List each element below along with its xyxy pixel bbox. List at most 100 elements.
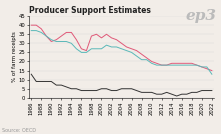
Australia bbox=[50, 81, 53, 82]
OECD bbox=[70, 42, 73, 44]
European Union bbox=[50, 41, 53, 42]
Y-axis label: % of farm receipts: % of farm receipts bbox=[12, 32, 17, 82]
Text: ep3: ep3 bbox=[186, 9, 217, 23]
OECD bbox=[206, 66, 208, 68]
European Union bbox=[145, 57, 148, 59]
European Union bbox=[150, 61, 153, 62]
Australia bbox=[115, 90, 118, 91]
Australia bbox=[170, 93, 173, 95]
OECD bbox=[180, 64, 183, 66]
Line: OECD: OECD bbox=[31, 31, 212, 74]
Australia bbox=[130, 88, 133, 90]
European Union bbox=[211, 70, 213, 71]
Australia bbox=[95, 90, 98, 91]
Australia bbox=[75, 88, 78, 90]
OECD bbox=[85, 52, 88, 53]
Australia bbox=[180, 93, 183, 95]
European Union bbox=[80, 48, 83, 50]
OECD bbox=[65, 41, 68, 42]
European Union bbox=[70, 32, 73, 33]
Australia bbox=[135, 90, 138, 91]
OECD bbox=[45, 35, 48, 37]
Australia bbox=[60, 84, 63, 86]
OECD bbox=[130, 52, 133, 53]
European Union bbox=[60, 35, 63, 37]
OECD bbox=[165, 64, 168, 66]
Australia bbox=[70, 88, 73, 90]
OECD bbox=[160, 64, 163, 66]
OECD bbox=[55, 41, 58, 42]
Australia bbox=[45, 81, 48, 82]
OECD bbox=[95, 48, 98, 50]
Australia bbox=[150, 92, 153, 93]
European Union bbox=[85, 50, 88, 51]
Line: European Union: European Union bbox=[31, 25, 212, 71]
Australia bbox=[211, 90, 213, 91]
European Union bbox=[30, 24, 32, 26]
OECD bbox=[135, 55, 138, 57]
European Union bbox=[191, 62, 193, 64]
European Union bbox=[120, 42, 123, 44]
European Union bbox=[170, 62, 173, 64]
European Union bbox=[135, 50, 138, 51]
European Union bbox=[140, 53, 143, 55]
Australia bbox=[196, 92, 198, 93]
OECD bbox=[145, 59, 148, 60]
European Union bbox=[110, 37, 113, 39]
European Union bbox=[95, 34, 98, 35]
Australia bbox=[145, 92, 148, 93]
OECD bbox=[211, 73, 213, 75]
OECD bbox=[185, 64, 188, 66]
OECD bbox=[75, 48, 78, 50]
European Union bbox=[105, 34, 108, 35]
Australia bbox=[120, 88, 123, 90]
European Union bbox=[125, 46, 128, 48]
OECD bbox=[125, 50, 128, 51]
European Union bbox=[40, 28, 43, 30]
OECD bbox=[115, 46, 118, 48]
European Union bbox=[196, 64, 198, 66]
OECD bbox=[155, 64, 158, 66]
European Union bbox=[35, 24, 38, 26]
European Union bbox=[185, 62, 188, 64]
Australia bbox=[185, 93, 188, 95]
Australia bbox=[165, 92, 168, 93]
OECD bbox=[140, 59, 143, 60]
Australia bbox=[85, 90, 88, 91]
Australia bbox=[40, 81, 43, 82]
European Union bbox=[160, 64, 163, 66]
OECD bbox=[90, 48, 93, 50]
Australia bbox=[35, 81, 38, 82]
Australia bbox=[175, 95, 178, 97]
OECD bbox=[105, 44, 108, 46]
European Union bbox=[206, 68, 208, 70]
Australia bbox=[125, 88, 128, 90]
European Union bbox=[155, 62, 158, 64]
OECD bbox=[175, 64, 178, 66]
Australia bbox=[110, 90, 113, 91]
OECD bbox=[196, 64, 198, 66]
OECD bbox=[40, 32, 43, 33]
OECD bbox=[110, 46, 113, 48]
OECD bbox=[100, 48, 103, 50]
OECD bbox=[35, 30, 38, 31]
European Union bbox=[200, 66, 203, 68]
OECD bbox=[150, 62, 153, 64]
OECD bbox=[200, 66, 203, 68]
Australia bbox=[206, 90, 208, 91]
Australia bbox=[140, 92, 143, 93]
European Union bbox=[90, 35, 93, 37]
OECD bbox=[60, 41, 63, 42]
Australia bbox=[80, 90, 83, 91]
OECD bbox=[50, 39, 53, 40]
European Union bbox=[65, 32, 68, 33]
European Union bbox=[130, 48, 133, 50]
European Union bbox=[115, 39, 118, 40]
Australia bbox=[105, 88, 108, 90]
Australia bbox=[100, 88, 103, 90]
Australia bbox=[90, 90, 93, 91]
European Union bbox=[100, 37, 103, 39]
European Union bbox=[165, 64, 168, 66]
OECD bbox=[120, 48, 123, 50]
Line: Australia: Australia bbox=[31, 74, 212, 96]
